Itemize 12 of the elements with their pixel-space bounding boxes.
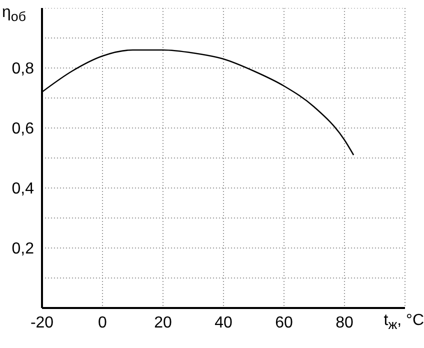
x-tick-label: -20 (30, 314, 54, 332)
x-tick-label: 20 (154, 314, 172, 332)
y-tick-label: 0,2 (12, 240, 34, 258)
x-tick-label: 40 (214, 314, 232, 332)
x-axis-title: t$_{ж}$, °C (384, 312, 424, 334)
y-tick-label: 0,4 (12, 180, 34, 198)
x-tick-label: 0 (98, 314, 108, 332)
y-tick-label: 0,8 (12, 60, 34, 78)
x-tick-label: 60 (275, 314, 293, 332)
x-tick-label: 80 (336, 314, 354, 332)
y-tick-label: 0,6 (12, 120, 34, 138)
y-axis-title: η$_{об}$ (2, 4, 26, 26)
